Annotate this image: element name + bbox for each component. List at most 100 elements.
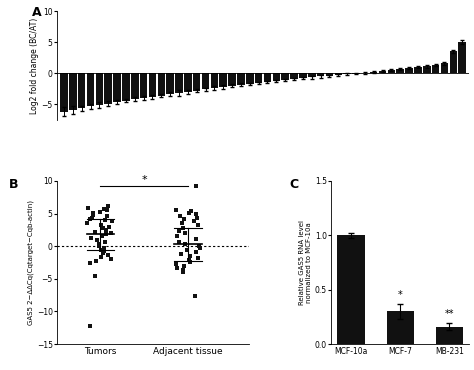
Point [103, 213, 111, 219]
Bar [228, 73, 236, 86]
Text: A: A [32, 6, 42, 18]
Bar [335, 73, 342, 75]
Point [105, 252, 112, 258]
Point [102, 232, 110, 238]
Point [186, 259, 194, 265]
Point [185, 257, 192, 263]
Bar [122, 73, 130, 101]
Point [91, 229, 99, 235]
Point [86, 260, 93, 266]
Point [192, 249, 200, 255]
Point [172, 261, 179, 267]
Bar [210, 73, 218, 88]
Bar [387, 312, 414, 344]
Bar [396, 69, 404, 73]
Point [195, 243, 203, 249]
Point [193, 215, 201, 221]
Point [105, 224, 112, 230]
Point [97, 246, 105, 252]
Bar [69, 73, 77, 110]
Point [100, 206, 108, 212]
Bar [237, 73, 245, 85]
Bar [405, 68, 413, 73]
Bar [388, 70, 395, 73]
Bar [414, 67, 422, 73]
Bar [184, 73, 191, 92]
Point [108, 256, 115, 262]
Point [95, 243, 102, 249]
Point [181, 230, 189, 236]
Point [84, 205, 92, 211]
Point [88, 215, 96, 221]
Bar [60, 73, 68, 112]
Point [97, 222, 105, 228]
Text: **: ** [445, 309, 454, 319]
Point [100, 250, 107, 256]
Bar [96, 73, 103, 105]
Point [90, 210, 97, 216]
Point [100, 225, 107, 231]
Point [103, 208, 111, 213]
Point [177, 251, 185, 257]
Point [84, 221, 91, 226]
Bar [337, 235, 365, 344]
Bar [299, 73, 307, 78]
Point [176, 213, 183, 219]
Bar [166, 73, 174, 94]
Point [109, 219, 116, 225]
Y-axis label: Relative GAS5 RNA level
normalized to MCF-10a: Relative GAS5 RNA level normalized to MC… [299, 220, 312, 305]
Bar [449, 51, 457, 73]
Bar [140, 73, 147, 98]
Point [175, 228, 182, 233]
Point [180, 216, 188, 222]
Bar [432, 65, 439, 73]
Bar [113, 73, 121, 102]
Point [180, 263, 188, 269]
Point [180, 269, 187, 275]
Point [172, 207, 180, 213]
Bar [379, 71, 386, 73]
Text: B: B [9, 178, 18, 191]
Bar [343, 73, 351, 74]
Bar [175, 73, 183, 93]
Point [173, 265, 181, 271]
Point [185, 210, 193, 216]
Point [87, 323, 94, 329]
Point [101, 217, 109, 223]
Point [173, 233, 181, 239]
Point [89, 212, 96, 218]
Point [179, 267, 186, 273]
Point [97, 254, 105, 260]
Point [191, 293, 199, 299]
Point [194, 255, 202, 261]
Bar [282, 73, 289, 80]
Point [182, 247, 190, 253]
Bar [157, 73, 165, 95]
Point [97, 209, 104, 215]
Point [187, 208, 195, 214]
Bar [273, 73, 280, 81]
Point [104, 204, 111, 209]
Text: C: C [290, 178, 299, 191]
Bar [264, 73, 271, 82]
Point [87, 235, 95, 241]
Bar [104, 73, 112, 104]
Y-axis label: Log2 fold change (BC/AT): Log2 fold change (BC/AT) [30, 17, 39, 114]
Point [191, 219, 198, 225]
Point [91, 273, 99, 279]
Bar [436, 327, 463, 344]
Point [181, 241, 189, 247]
Y-axis label: GAS5 2−ΔΔCq(Cqtarget−Cqb-actin): GAS5 2−ΔΔCq(Cqtarget−Cqb-actin) [27, 200, 34, 325]
Bar [131, 73, 138, 99]
Point [186, 253, 194, 259]
Point [86, 216, 93, 222]
Bar [255, 73, 263, 83]
Bar [441, 63, 448, 73]
Bar [290, 73, 298, 79]
Point [179, 221, 186, 226]
Point [95, 240, 103, 246]
Point [175, 239, 182, 245]
Bar [78, 73, 85, 108]
Point [100, 249, 108, 255]
Bar [370, 72, 377, 73]
